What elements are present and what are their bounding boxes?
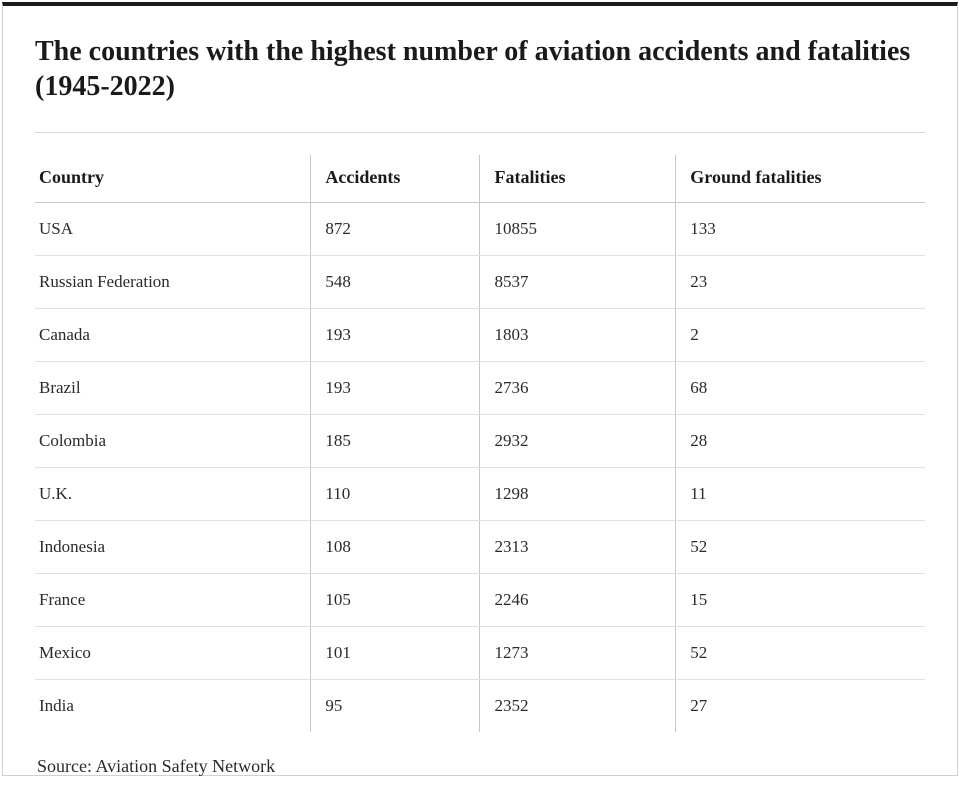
table-cell: Indonesia <box>35 521 311 574</box>
table-cell: 185 <box>311 415 480 468</box>
table-cell: 101 <box>311 627 480 680</box>
table-body: USA87210855133Russian Federation54885372… <box>35 203 925 733</box>
table-cell: 193 <box>311 309 480 362</box>
table-cell: 133 <box>676 203 925 256</box>
table-cell: 2 <box>676 309 925 362</box>
table-row: Mexico101127352 <box>35 627 925 680</box>
table-cell: 2932 <box>480 415 676 468</box>
table-cell: 108 <box>311 521 480 574</box>
table-container: The countries with the highest number of… <box>3 6 957 797</box>
table-card: The countries with the highest number of… <box>2 2 958 776</box>
table-cell: Mexico <box>35 627 311 680</box>
col-header-ground: Ground fatalities <box>676 155 925 203</box>
table-cell: 15 <box>676 574 925 627</box>
source-attribution: Source: Aviation Safety Network <box>35 756 925 777</box>
col-header-fatalities: Fatalities <box>480 155 676 203</box>
table-cell: France <box>35 574 311 627</box>
table-cell: 872 <box>311 203 480 256</box>
table-cell: USA <box>35 203 311 256</box>
table-cell: 1298 <box>480 468 676 521</box>
chart-title: The countries with the highest number of… <box>35 34 925 104</box>
table-row: U.K.110129811 <box>35 468 925 521</box>
col-header-accidents: Accidents <box>311 155 480 203</box>
table-cell: 2736 <box>480 362 676 415</box>
table-cell: 10855 <box>480 203 676 256</box>
table-row: Canada19318032 <box>35 309 925 362</box>
table-cell: India <box>35 680 311 733</box>
data-table: Country Accidents Fatalities Ground fata… <box>35 155 925 732</box>
table-cell: 2246 <box>480 574 676 627</box>
table-cell: 1803 <box>480 309 676 362</box>
title-divider <box>35 132 925 133</box>
table-row: Russian Federation548853723 <box>35 256 925 309</box>
table-row: India95235227 <box>35 680 925 733</box>
table-cell: 548 <box>311 256 480 309</box>
table-cell: 68 <box>676 362 925 415</box>
table-cell: 27 <box>676 680 925 733</box>
table-cell: 105 <box>311 574 480 627</box>
table-cell: Canada <box>35 309 311 362</box>
table-cell: 52 <box>676 627 925 680</box>
table-cell: 193 <box>311 362 480 415</box>
table-cell: 2313 <box>480 521 676 574</box>
table-cell: 110 <box>311 468 480 521</box>
table-cell: 28 <box>676 415 925 468</box>
col-header-country: Country <box>35 155 311 203</box>
table-row: France105224615 <box>35 574 925 627</box>
table-cell: 2352 <box>480 680 676 733</box>
table-cell: Colombia <box>35 415 311 468</box>
table-cell: 95 <box>311 680 480 733</box>
table-cell: Brazil <box>35 362 311 415</box>
table-cell: 52 <box>676 521 925 574</box>
table-row: Colombia185293228 <box>35 415 925 468</box>
table-cell: 11 <box>676 468 925 521</box>
table-cell: 23 <box>676 256 925 309</box>
table-cell: 1273 <box>480 627 676 680</box>
table-cell: 8537 <box>480 256 676 309</box>
table-row: Brazil193273668 <box>35 362 925 415</box>
table-cell: Russian Federation <box>35 256 311 309</box>
table-header: Country Accidents Fatalities Ground fata… <box>35 155 925 203</box>
table-row: USA87210855133 <box>35 203 925 256</box>
table-row: Indonesia108231352 <box>35 521 925 574</box>
table-cell: U.K. <box>35 468 311 521</box>
